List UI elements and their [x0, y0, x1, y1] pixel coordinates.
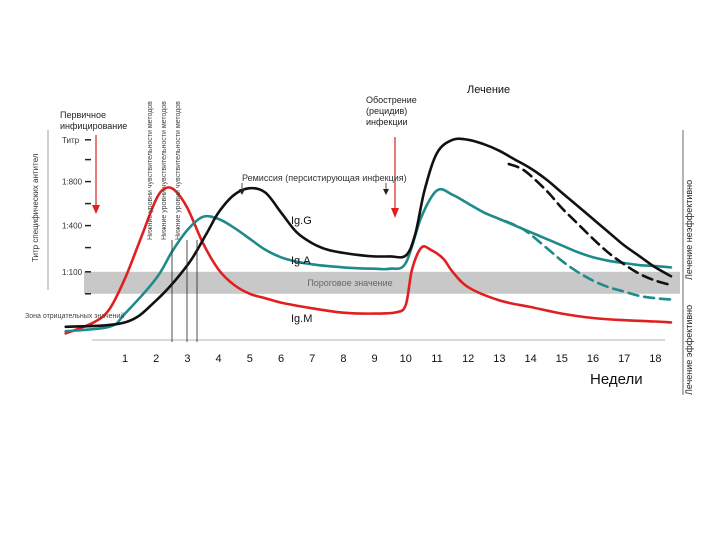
series-igg-line: [64, 137, 673, 329]
remission-label: Ремиссия (персистирующая инфекция): [242, 173, 407, 183]
primary-infection-line2: инфицирование: [60, 121, 127, 131]
x-tick-label: 4: [216, 353, 222, 365]
threshold-label: Пороговое значение: [307, 278, 392, 288]
label-igm: Ig.M: [291, 313, 312, 325]
sensitivity-label: Нижние уровни чувствительности методов: [147, 101, 154, 240]
x-tick-label: 10: [400, 353, 412, 365]
x-tick-label: 3: [184, 353, 190, 365]
series-iga-line: [64, 187, 673, 333]
series-igg-лечение-эффективно--line: [507, 162, 673, 287]
sensitivity-label-3: Нижние уровни чувствительности методов: [175, 101, 182, 240]
series-iga-лечение-эффективно--line: [504, 219, 673, 301]
exacerbation-arrowhead: [391, 208, 399, 218]
y-tick-label: Титр: [62, 136, 80, 145]
x-axis-title: Недели: [590, 371, 643, 388]
x-tick-label: 17: [618, 353, 630, 365]
y-tick-label: 1:100: [62, 268, 83, 277]
remission-arrowhead-right: [383, 189, 389, 195]
label-iga: Ig.A: [291, 255, 311, 267]
treatment-label: Лечение: [467, 84, 510, 96]
label-igg: Ig.G: [291, 215, 312, 227]
y-tick-label: 1:800: [62, 178, 83, 187]
y-axis-title: Титр специфических антител: [31, 153, 40, 262]
exacerbation-line2: (рецидив): [366, 106, 407, 116]
x-tick-label: 7: [309, 353, 315, 365]
x-tick-label: 13: [493, 353, 505, 365]
treatment-ineffective-label: Лечение неэффективно: [684, 180, 694, 280]
x-tick-label: 18: [649, 353, 661, 365]
exacerbation-line1: Обострение: [366, 95, 417, 105]
negative-zone-label: Зона отрицательных значений: [25, 312, 124, 320]
exacerbation-line3: инфекции: [366, 117, 408, 127]
x-tick-label: 5: [247, 353, 253, 365]
series-layer: [64, 137, 673, 335]
sensitivity-label-2: Нижние уровни чувствительности методов: [161, 101, 168, 240]
x-tick-label: 16: [587, 353, 599, 365]
y-ticks: Титр 1:800 1:400 1:100: [62, 136, 91, 295]
treatment-effective-label: Лечение эффективно: [684, 305, 694, 395]
x-tick-label: 8: [340, 353, 346, 365]
x-tick-label: 1: [122, 353, 128, 365]
x-tick-label: 11: [431, 353, 442, 365]
primary-infection-label: Первичное инфицирование: [60, 110, 127, 131]
x-tick-label: 14: [524, 353, 536, 365]
exacerbation-label: Обострение (рецидив) инфекции: [366, 95, 419, 127]
primary-infection-arrowhead: [92, 205, 100, 214]
x-tick-label: 2: [153, 353, 159, 365]
x-ticks: 1 2 3 4 5 6 7 8 9 10 11 12 13 14 15 16 17 18: [122, 353, 662, 365]
x-tick-label: 15: [556, 353, 568, 365]
x-tick-label: 9: [372, 353, 378, 365]
y-tick-label: 1:400: [62, 222, 83, 231]
primary-infection-line1: Первичное: [60, 110, 106, 120]
remission-arrowhead-left: [239, 189, 245, 195]
series-igm-line: [64, 186, 673, 335]
threshold-band: [84, 271, 680, 294]
x-tick-label: 6: [278, 353, 284, 365]
x-tick-label: 12: [462, 353, 474, 365]
